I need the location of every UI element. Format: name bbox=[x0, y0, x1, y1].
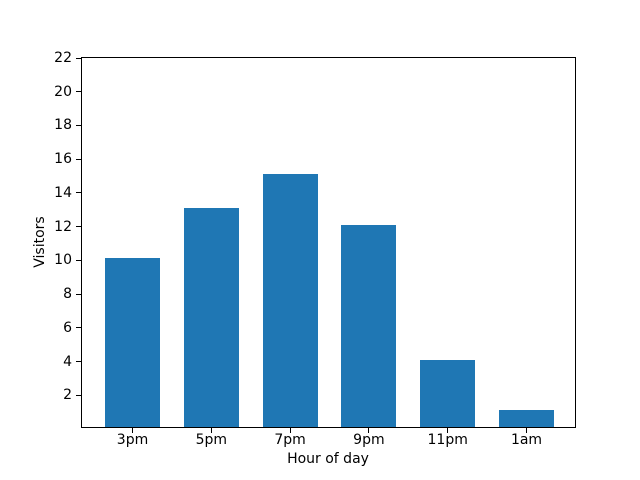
bar-1am bbox=[499, 410, 554, 427]
x-tick-label: 1am bbox=[510, 432, 543, 448]
y-tick-mark bbox=[76, 361, 81, 363]
x-tick-mark bbox=[132, 428, 133, 433]
y-tick-label: 16 bbox=[54, 151, 72, 168]
x-tick-label: 11pm bbox=[427, 432, 468, 448]
y-tick-label: 8 bbox=[63, 286, 72, 303]
bar-11pm bbox=[420, 359, 476, 427]
plot-area: 2 4 6 8 10 12 14 16 18 20 22 3pm 5pm 7pm 9pm 11pm 1am bbox=[54, 51, 576, 447]
x-tick-label: 5pm bbox=[195, 432, 228, 448]
x-tick-label: 3pm bbox=[116, 432, 149, 448]
bar-5pm bbox=[183, 207, 239, 427]
y-tick-label: 12 bbox=[54, 218, 72, 235]
x-tick-mark bbox=[368, 428, 370, 433]
x-tick-mark bbox=[526, 428, 527, 433]
y-tick-mark bbox=[76, 57, 81, 59]
y-tick-mark bbox=[76, 124, 81, 126]
y-tick-mark bbox=[76, 259, 81, 261]
bar-3pm bbox=[105, 258, 160, 427]
y-tick-mark bbox=[76, 226, 81, 228]
y-tick-mark bbox=[76, 327, 81, 329]
y-tick-label: 10 bbox=[54, 252, 72, 269]
y-tick-label: 20 bbox=[54, 83, 72, 100]
y-tick-label: 4 bbox=[63, 353, 72, 370]
y-tick-mark bbox=[76, 394, 81, 396]
y-tick-label: 6 bbox=[63, 319, 72, 336]
y-tick-label: 22 bbox=[54, 50, 72, 66]
x-tick-mark bbox=[447, 428, 449, 433]
x-tick-mark bbox=[289, 428, 291, 433]
x-tick-label: 9pm bbox=[353, 432, 385, 448]
y-axis-label: Visitors bbox=[32, 216, 48, 268]
x-axis-label: Hour of day bbox=[287, 451, 369, 467]
y-tick-mark bbox=[76, 91, 81, 93]
y-tick-mark bbox=[76, 158, 81, 160]
y-tick-label: 14 bbox=[54, 184, 72, 201]
y-tick-label: 18 bbox=[54, 117, 72, 134]
x-tick-label: 7pm bbox=[274, 432, 306, 448]
bar-9pm bbox=[341, 224, 397, 427]
y-tick-mark bbox=[76, 192, 81, 194]
bar-7pm bbox=[262, 174, 318, 427]
y-tick-mark bbox=[76, 293, 81, 295]
x-tick-mark bbox=[210, 428, 212, 433]
y-tick-label: 2 bbox=[63, 387, 72, 404]
